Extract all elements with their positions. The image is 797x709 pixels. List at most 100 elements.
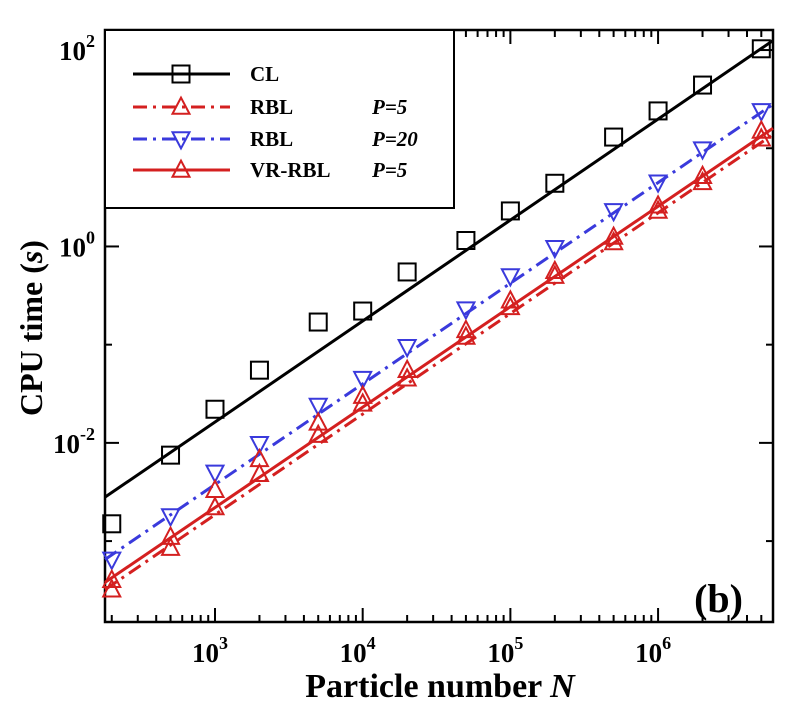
x-tick-label: 106 xyxy=(635,633,671,668)
data-point xyxy=(160,536,181,556)
x-tick-label: 103 xyxy=(192,633,228,668)
legend-label: CL xyxy=(250,62,279,86)
legend-label: RBL xyxy=(250,127,293,151)
data-point xyxy=(101,568,122,588)
data-point xyxy=(648,101,668,121)
legend-param: P=5 xyxy=(371,95,407,119)
data-point xyxy=(751,103,772,123)
legend-marker xyxy=(170,95,192,115)
legend-entry-1: CL xyxy=(133,62,279,86)
y-tick-label: 10-2 xyxy=(53,424,95,459)
x-tick-label-base: 10 xyxy=(487,638,514,668)
data-point xyxy=(604,127,624,147)
legend-entry-4: VR-RBL P=5 xyxy=(133,158,407,182)
legend-label: VR-RBL xyxy=(250,158,331,182)
legend-param: P=20 xyxy=(371,127,418,151)
series-1 xyxy=(102,39,774,534)
data-point xyxy=(204,478,226,498)
x-axis-label-var: N xyxy=(549,668,576,705)
legend: CL RBL P=5 RBL P=20 VR-RBL P=5 xyxy=(104,29,455,209)
data-point xyxy=(500,201,520,221)
data-point xyxy=(751,39,771,59)
x-tick-label-base: 10 xyxy=(635,638,662,668)
y-tick-label: 102 xyxy=(59,31,95,66)
data-point xyxy=(308,411,329,431)
legend-entry-2: RBL P=5 xyxy=(133,95,407,119)
data-point xyxy=(455,318,477,339)
x-tick-label-base: 10 xyxy=(340,638,367,668)
data-point xyxy=(249,435,270,456)
legend-marker xyxy=(171,64,191,84)
x-tick-label-base: 10 xyxy=(192,638,219,668)
data-point xyxy=(160,525,181,545)
x-tick-label-exp: 3 xyxy=(219,633,228,653)
data-point xyxy=(692,164,713,184)
data-point xyxy=(544,239,565,260)
series-fit-line xyxy=(104,103,774,561)
legend-box xyxy=(104,29,455,209)
y-axis-label-close-paren: ) xyxy=(13,240,49,251)
series-layer xyxy=(101,39,774,598)
x-tick-label-exp: 4 xyxy=(367,633,376,653)
x-tick-labels: 103 104 105 106 xyxy=(192,633,671,668)
data-point xyxy=(500,268,521,288)
data-point xyxy=(102,514,122,534)
legend-param: P=5 xyxy=(371,158,407,182)
y-tick-label-exp: 2 xyxy=(86,31,95,51)
data-point xyxy=(544,259,565,279)
y-axis-label-unit: s xyxy=(13,251,49,264)
data-point xyxy=(647,194,669,214)
data-point xyxy=(352,384,373,404)
y-axis-label-main: CPU time xyxy=(13,282,49,416)
series-fit-line xyxy=(104,39,774,499)
series-3 xyxy=(101,103,774,571)
data-point xyxy=(603,225,624,245)
y-tick-label-base: 10 xyxy=(53,429,80,459)
panel-label: (b) xyxy=(694,576,743,621)
data-point xyxy=(693,75,713,95)
data-point xyxy=(352,370,373,391)
data-point xyxy=(308,312,328,332)
x-axis-label: Particle number N xyxy=(305,668,576,705)
data-point xyxy=(396,358,418,378)
data-point xyxy=(308,397,329,418)
data-point xyxy=(101,551,122,571)
x-tick-label: 105 xyxy=(487,633,523,668)
data-point xyxy=(397,262,417,282)
data-point xyxy=(456,231,476,251)
data-point xyxy=(500,289,521,309)
x-tick-label-exp: 6 xyxy=(662,633,671,653)
data-point xyxy=(249,360,269,380)
data-point xyxy=(160,508,181,528)
x-tick-label-exp: 5 xyxy=(514,633,523,653)
y-tick-label-exp: 0 xyxy=(86,227,95,247)
y-tick-label-base: 10 xyxy=(59,232,86,262)
x-tick-label: 104 xyxy=(340,633,376,668)
data-point xyxy=(249,447,270,468)
legend-entry-3: RBL P=20 xyxy=(133,127,418,151)
y-tick-label: 100 xyxy=(59,227,95,262)
data-point xyxy=(647,174,669,194)
data-point xyxy=(161,445,181,465)
y-tick-label-exp: -2 xyxy=(80,424,95,444)
data-point xyxy=(751,119,772,139)
x-axis-label-main: Particle number xyxy=(305,668,542,705)
data-point xyxy=(603,203,624,223)
data-point xyxy=(353,301,373,321)
data-point xyxy=(692,170,713,191)
legend-label: RBL xyxy=(250,95,293,119)
y-axis-label-open-paren: ( xyxy=(13,263,49,274)
series-4 xyxy=(101,119,774,588)
y-tick-label-base: 10 xyxy=(59,36,86,66)
data-point xyxy=(545,173,565,193)
data-point xyxy=(204,464,226,484)
y-axis-label: CPU time (s) xyxy=(13,240,49,416)
data-point xyxy=(205,399,225,419)
legend-marker xyxy=(170,158,192,178)
data-point xyxy=(692,141,713,161)
data-point xyxy=(101,578,122,598)
data-point xyxy=(500,295,521,316)
data-point xyxy=(455,301,477,321)
